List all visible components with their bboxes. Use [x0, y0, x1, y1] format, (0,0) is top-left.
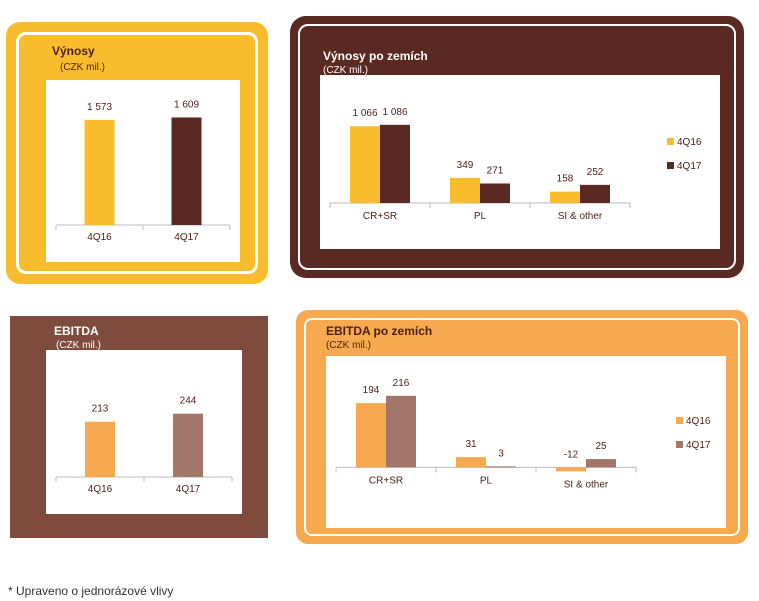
legend-swatch-4Q17 [676, 441, 683, 448]
data-label: 1 086 [382, 107, 407, 118]
chart-title: EBITDA po zemích [326, 324, 433, 338]
plot-area: 1 573 4Q16 1 609 4Q17 [46, 80, 240, 262]
x-tick-label: PL [480, 475, 493, 486]
data-label: -12 [564, 449, 579, 460]
bar-4Q17-SI & other [586, 459, 616, 468]
data-label: 216 [393, 378, 410, 389]
x-tick-label: 4Q16 [88, 484, 113, 495]
data-label: 213 [92, 404, 109, 415]
chart-title: Výnosy [52, 44, 95, 58]
bar-4Q17 [171, 117, 202, 225]
chart-title: EBITDA [54, 324, 99, 338]
data-label: 349 [457, 160, 474, 171]
data-label: 25 [595, 441, 607, 452]
bar-4Q17-PL [480, 183, 510, 203]
bar-4Q16 [85, 421, 115, 477]
data-label: 1 609 [174, 99, 199, 110]
legend-swatch-4Q16 [676, 417, 683, 424]
data-label: 1 066 [352, 108, 377, 119]
bar-4Q17 [173, 413, 203, 477]
x-tick-label: SI & other [564, 479, 609, 490]
data-label: 194 [363, 385, 380, 396]
footnote: * Upraveno o jednorázové vlivy [8, 584, 174, 598]
plot-area: 213 4Q16 244 4Q17 [46, 350, 242, 514]
x-tick-label: 4Q16 [87, 232, 112, 243]
legend-label: 4Q17 [686, 440, 711, 451]
x-tick-label: SI & other [558, 211, 603, 222]
chart-title: Výnosy po zemích [323, 49, 428, 63]
bar-4Q16-SI & other [556, 467, 586, 472]
bar-4Q16-PL [456, 457, 486, 468]
chart-unit: (CZK mil.) [56, 340, 101, 351]
plot-area: 194 216 CR+SR 31 3 PL -12 25 SI & other 4Q16 4Q17 [326, 356, 726, 528]
legend-label: 4Q16 [677, 137, 702, 148]
ebitda-panel: EBITDA (CZK mil.) 213 4Q16 244 4Q17 [10, 316, 268, 538]
x-tick-label: CR+SR [369, 475, 403, 486]
revenue-chart: 1 573 4Q16 1 609 4Q17 [55, 99, 231, 243]
bar-4Q17-CR+SR [380, 124, 410, 203]
bar-4Q17-CR+SR [386, 395, 416, 468]
chart-unit: (CZK mil.) [326, 340, 371, 351]
x-tick-label: PL [474, 211, 487, 222]
legend-swatch-4Q17 [667, 162, 674, 169]
chart-unit: (CZK mil.) [323, 65, 368, 76]
x-tick-label: 4Q17 [174, 232, 199, 243]
bar-4Q16-CR+SR [350, 126, 380, 203]
data-label: 158 [557, 174, 574, 185]
revenue-by-country-panel: Výnosy po zemích (CZK mil.) 1 066 1 086 CR… [290, 16, 744, 278]
data-label: 244 [180, 396, 197, 407]
revenue-by-country-chart: 1 066 1 086 CR+SR 349 271 PL 158 252 SI & other 4… [329, 107, 702, 222]
bar-4Q17-PL [486, 466, 516, 468]
x-tick-label: CR+SR [363, 211, 397, 222]
data-label: 252 [587, 167, 604, 178]
ebitda-by-country-chart: 194 216 CR+SR 31 3 PL -12 25 SI & other 4Q16 4Q17 [335, 378, 711, 490]
revenue-panel: Výnosy (CZK mil.) 1 573 4Q16 1 609 4Q17 [6, 22, 268, 284]
bar-4Q17-SI & other [580, 184, 610, 203]
legend-label: 4Q16 [686, 416, 711, 427]
bar-4Q16-PL [450, 177, 480, 203]
chart-unit: (CZK mil.) [60, 62, 105, 73]
ebitda-chart: 213 4Q16 244 4Q17 [55, 396, 233, 495]
data-label: 3 [498, 448, 504, 459]
legend-label: 4Q17 [677, 161, 702, 172]
ebitda-by-country-panel: EBITDA po zemích (CZK mil.) 194 216 CR+SR 3… [296, 310, 748, 544]
data-label: 1 573 [87, 102, 112, 113]
legend-swatch-4Q16 [667, 138, 674, 145]
x-tick-label: 4Q17 [176, 484, 201, 495]
bar-4Q16 [84, 119, 115, 225]
bar-4Q16-CR+SR [356, 403, 386, 468]
data-label: 31 [465, 439, 477, 450]
data-label: 271 [487, 165, 504, 176]
plot-area: 1 066 1 086 CR+SR 349 271 PL 158 252 SI & other 4… [320, 75, 720, 249]
bar-4Q16-SI & other [550, 191, 580, 203]
